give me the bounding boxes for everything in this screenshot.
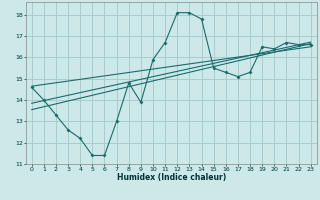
X-axis label: Humidex (Indice chaleur): Humidex (Indice chaleur): [116, 173, 226, 182]
